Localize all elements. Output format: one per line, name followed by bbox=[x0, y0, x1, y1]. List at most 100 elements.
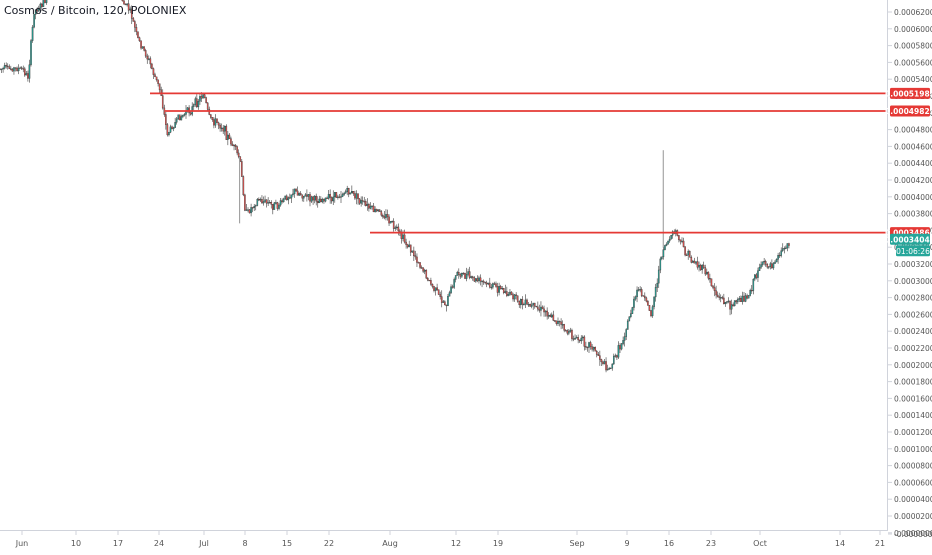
candle-body bbox=[506, 292, 507, 296]
candle-body bbox=[409, 245, 410, 247]
candle-body bbox=[278, 205, 279, 209]
candle-body bbox=[423, 268, 424, 271]
candle-body bbox=[27, 73, 28, 78]
candle-body bbox=[488, 283, 489, 284]
candle-body bbox=[297, 191, 298, 195]
candle-body bbox=[499, 286, 500, 292]
candle-body bbox=[765, 261, 766, 264]
candle-body bbox=[266, 200, 267, 203]
candle-body bbox=[553, 315, 554, 321]
candle-body bbox=[44, 0, 45, 3]
candle-body bbox=[495, 284, 496, 287]
candle-body bbox=[156, 77, 157, 80]
candle-body bbox=[764, 261, 765, 262]
candle-body bbox=[220, 125, 221, 128]
candle-body bbox=[229, 135, 230, 139]
candle-body bbox=[171, 127, 172, 129]
candle-body bbox=[660, 259, 661, 270]
time-tick-label: 21 bbox=[875, 539, 885, 548]
candle-body bbox=[657, 283, 658, 287]
chart-title: Cosmos / Bitcoin, 120, POLONIEX bbox=[4, 4, 186, 17]
candle-body bbox=[736, 301, 737, 302]
candle-body bbox=[412, 251, 413, 252]
candle-body bbox=[559, 321, 560, 322]
candle-body bbox=[747, 296, 748, 299]
time-tick-label: 12 bbox=[451, 539, 461, 548]
candle-body bbox=[398, 227, 399, 231]
candle-body bbox=[153, 69, 154, 75]
candle-body bbox=[413, 251, 414, 256]
price-axis[interactable]: 0.000620000.000600000.000580000.00056000… bbox=[888, 0, 932, 539]
candle-body bbox=[271, 202, 272, 204]
candle-body bbox=[788, 244, 789, 246]
candle-body bbox=[565, 330, 566, 331]
candle-body bbox=[525, 300, 526, 304]
candle-body bbox=[354, 194, 355, 199]
candle-body bbox=[168, 132, 169, 135]
time-tick-label: 23 bbox=[706, 539, 716, 548]
price-tick-label: 0.00002000 bbox=[894, 512, 932, 521]
price-tick-label: 0.00016000 bbox=[894, 394, 932, 403]
candle-body bbox=[567, 331, 568, 334]
price-tick-label: 0.00006000 bbox=[894, 478, 932, 487]
candle-body bbox=[29, 65, 30, 79]
candle-body bbox=[184, 114, 185, 115]
candle-body bbox=[731, 305, 732, 310]
candle-body bbox=[638, 290, 639, 291]
candle-body bbox=[725, 302, 726, 304]
candle-body bbox=[148, 59, 149, 60]
candle-body bbox=[430, 280, 431, 284]
candle-body bbox=[461, 273, 462, 276]
candle-body bbox=[759, 267, 760, 270]
candle-body bbox=[432, 284, 433, 286]
candle-body bbox=[326, 198, 327, 199]
candle-body bbox=[722, 297, 723, 298]
candle-body bbox=[376, 209, 377, 211]
candle-body bbox=[190, 113, 191, 114]
candle-body bbox=[477, 279, 478, 281]
candle-body bbox=[712, 286, 713, 288]
candle-body bbox=[691, 257, 692, 262]
candle-body bbox=[598, 354, 599, 355]
candle-body bbox=[489, 283, 490, 287]
candle-body bbox=[317, 201, 318, 203]
candle-body bbox=[339, 197, 340, 198]
candle-body bbox=[251, 207, 252, 213]
candle-body bbox=[274, 203, 275, 210]
candle-body bbox=[641, 289, 642, 295]
candle-body bbox=[401, 233, 402, 239]
candle-body bbox=[142, 47, 143, 49]
candle-body bbox=[471, 277, 472, 278]
candle-body bbox=[334, 192, 335, 197]
candle-body bbox=[626, 329, 627, 336]
candle-body bbox=[720, 297, 721, 298]
candle-body bbox=[419, 263, 420, 268]
candle-body bbox=[568, 331, 569, 333]
candle-body bbox=[599, 356, 600, 360]
candle-body bbox=[618, 345, 619, 357]
candle-body bbox=[554, 320, 555, 321]
candle-body bbox=[218, 123, 219, 125]
candle-body bbox=[748, 295, 749, 298]
time-tick-label: 22 bbox=[324, 539, 334, 548]
candle-body bbox=[475, 279, 476, 282]
price-tick-label: 0.00056000 bbox=[894, 58, 932, 67]
candle-body bbox=[232, 144, 233, 146]
candle-body bbox=[561, 322, 562, 325]
candle-body bbox=[593, 347, 594, 349]
candle-body bbox=[387, 214, 388, 217]
candle-body bbox=[520, 299, 521, 305]
candle-body bbox=[454, 279, 455, 287]
candle-body bbox=[683, 241, 684, 247]
candle-body bbox=[285, 196, 286, 199]
candle-body bbox=[782, 249, 783, 251]
bar-countdown-label: 01:06:26 bbox=[896, 247, 930, 256]
candle-body bbox=[243, 177, 244, 195]
candle-body bbox=[669, 239, 670, 241]
level-price-label: 0.00049823 bbox=[885, 107, 932, 116]
candle-body bbox=[283, 199, 284, 202]
candle-body bbox=[739, 298, 740, 299]
